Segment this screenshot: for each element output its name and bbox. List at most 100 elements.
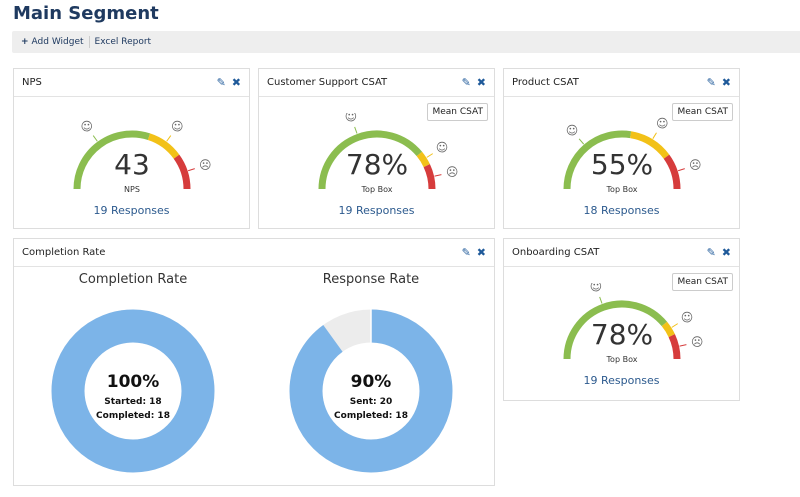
gauge-green-segment <box>318 130 422 190</box>
responses-link[interactable]: 19 Responses <box>583 374 660 387</box>
x-icon[interactable]: ✖ <box>231 76 241 89</box>
leader-line <box>165 135 171 142</box>
donut-fill <box>51 309 215 473</box>
x-icon[interactable]: ✖ <box>721 246 731 259</box>
smiley-neutral-icon: ☺ <box>680 311 693 325</box>
smiley-sad-icon: ☹ <box>690 335 703 349</box>
gauge-yellow-segment <box>629 131 669 159</box>
page-title: Main Segment <box>13 3 159 24</box>
widget-title: Completion Rate <box>22 247 106 258</box>
leader-line <box>426 153 433 158</box>
donut-chart: 90% Sent: 20 Completed: 18 <box>289 309 453 473</box>
x-icon[interactable]: ✖ <box>476 246 486 259</box>
gauge-red-segment <box>668 334 680 360</box>
pencil-icon[interactable]: ✎ <box>461 246 471 259</box>
widget-body: 19 Responses ☺ ☺ ☹ 43 NPS <box>14 97 249 228</box>
gauge-value: 78% <box>345 148 407 181</box>
donut-line1: Started: 18 <box>104 397 161 407</box>
smiley-sad-icon: ☹ <box>198 158 211 172</box>
gauge-label: Top Box <box>605 355 637 364</box>
leader-line <box>651 132 657 139</box>
donut-line1: Sent: 20 <box>350 397 393 407</box>
donut-value: 90% <box>351 372 392 392</box>
widget-body: Completion Rate 100% Started: 18 Completed:… <box>14 267 494 485</box>
donut-line2: Completed: 18 <box>334 411 408 421</box>
widget-body: Mean CSAT 19 Responses ☺ ☺ ☹ 78% Top Box <box>504 267 739 400</box>
gauge-red-segment <box>663 154 680 190</box>
gauge-red-segment <box>423 164 435 190</box>
excel-report-button[interactable]: Excel Report <box>94 37 152 47</box>
leader-line <box>678 344 687 347</box>
nps-widget: NPS ✎ ✖ 19 Responses ☺ ☺ ☹ 43 NPS <box>13 68 250 229</box>
donut-title: Response Rate <box>322 272 420 287</box>
leader-line <box>187 168 195 172</box>
donut-chart: 100% Started: 18 Completed: 18 <box>51 309 215 473</box>
gauge-green-segment <box>73 130 150 190</box>
donut-value: 100% <box>107 372 160 392</box>
smiley-neutral-icon: ☺ <box>435 141 448 155</box>
widget-body: Mean CSAT 18 Responses ☺ ☺ ☹ 55% Top Box <box>504 97 739 228</box>
customer-support-csat-widget: Customer Support CSAT ✎ ✖ Mean CSAT 19 R… <box>258 68 495 229</box>
smiley-happy-icon: ☺ <box>565 123 578 137</box>
leader-line <box>598 296 602 304</box>
widget-body: Mean CSAT 19 Responses ☺ ☺ ☹ 78% Top Box <box>259 97 494 228</box>
responses-link[interactable]: 19 Responses <box>338 204 415 217</box>
x-icon[interactable]: ✖ <box>721 76 731 89</box>
widget-header: Onboarding CSAT ✎ ✖ <box>504 239 739 267</box>
gauge-yellow-segment <box>147 133 179 159</box>
smiley-neutral-icon: ☺ <box>655 116 668 130</box>
plus-icon: + <box>21 37 29 47</box>
divider <box>88 36 90 48</box>
pencil-icon[interactable]: ✎ <box>706 76 716 89</box>
pencil-icon[interactable]: ✎ <box>216 76 226 89</box>
gauge-value: 43 <box>114 148 150 181</box>
widget-title: Product CSAT <box>512 77 579 88</box>
responses-link[interactable]: 18 Responses <box>583 204 660 217</box>
gauge: ☺ ☺ ☹ 55% Top Box <box>563 116 701 194</box>
product-csat-widget: Product CSAT ✎ ✖ Mean CSAT 18 Responses ☺… <box>503 68 740 229</box>
smiley-happy-icon: ☺ <box>344 113 357 124</box>
leader-line <box>353 126 357 134</box>
widget-header: Completion Rate ✎ ✖ <box>14 239 494 267</box>
gauge: ☺ ☺ ☹ 78% Top Box <box>563 283 703 364</box>
smiley-sad-icon: ☹ <box>445 165 458 179</box>
widget-title: Onboarding CSAT <box>512 247 600 258</box>
mean-csat-button[interactable]: Mean CSAT <box>672 103 733 121</box>
completion-rate-widget: Completion Rate ✎ ✖ Completion Rate 100% S… <box>13 238 495 486</box>
gauge-red-segment <box>173 154 190 190</box>
leader-line <box>677 168 685 172</box>
add-widget-button[interactable]: Add Widget <box>31 37 84 47</box>
gauge-value: 55% <box>590 148 652 181</box>
responses-link[interactable]: 19 Responses <box>93 204 170 217</box>
gauge-label: NPS <box>124 185 140 194</box>
mean-csat-button[interactable]: Mean CSAT <box>427 103 488 121</box>
gauge-value: 78% <box>590 318 652 351</box>
smiley-sad-icon: ☹ <box>688 158 701 172</box>
widget-header: NPS ✎ ✖ <box>14 69 249 97</box>
gauge-yellow-segment <box>661 321 675 338</box>
smiley-neutral-icon: ☺ <box>171 120 184 134</box>
x-icon[interactable]: ✖ <box>476 76 486 89</box>
gauge-label: Top Box <box>605 185 637 194</box>
smiley-happy-icon: ☺ <box>589 283 602 294</box>
gauge: ☺ ☺ ☹ 78% Top Box <box>318 113 458 194</box>
leader-line <box>433 174 442 177</box>
donut-title: Completion Rate <box>78 272 188 287</box>
widget-title: Customer Support CSAT <box>267 77 388 88</box>
smiley-happy-icon: ☺ <box>80 120 93 134</box>
widget-header: Product CSAT ✎ ✖ <box>504 69 739 97</box>
gauge-green-segment <box>563 300 667 360</box>
gauge: ☺ ☺ ☹ 43 NPS <box>73 120 211 194</box>
pencil-icon[interactable]: ✎ <box>461 76 471 89</box>
gauge-label: Top Box <box>360 185 392 194</box>
gauge-yellow-segment <box>416 151 430 168</box>
mean-csat-button[interactable]: Mean CSAT <box>672 273 733 291</box>
leader-line <box>92 135 98 142</box>
leader-line <box>671 323 678 328</box>
leader-line <box>578 138 584 145</box>
toolbar: + Add Widget Excel Report <box>12 31 800 53</box>
widget-title: NPS <box>22 77 42 88</box>
onboarding-csat-widget: Onboarding CSAT ✎ ✖ Mean CSAT 19 Respons… <box>503 238 740 401</box>
pencil-icon[interactable]: ✎ <box>706 246 716 259</box>
donut-line2: Completed: 18 <box>96 411 170 421</box>
